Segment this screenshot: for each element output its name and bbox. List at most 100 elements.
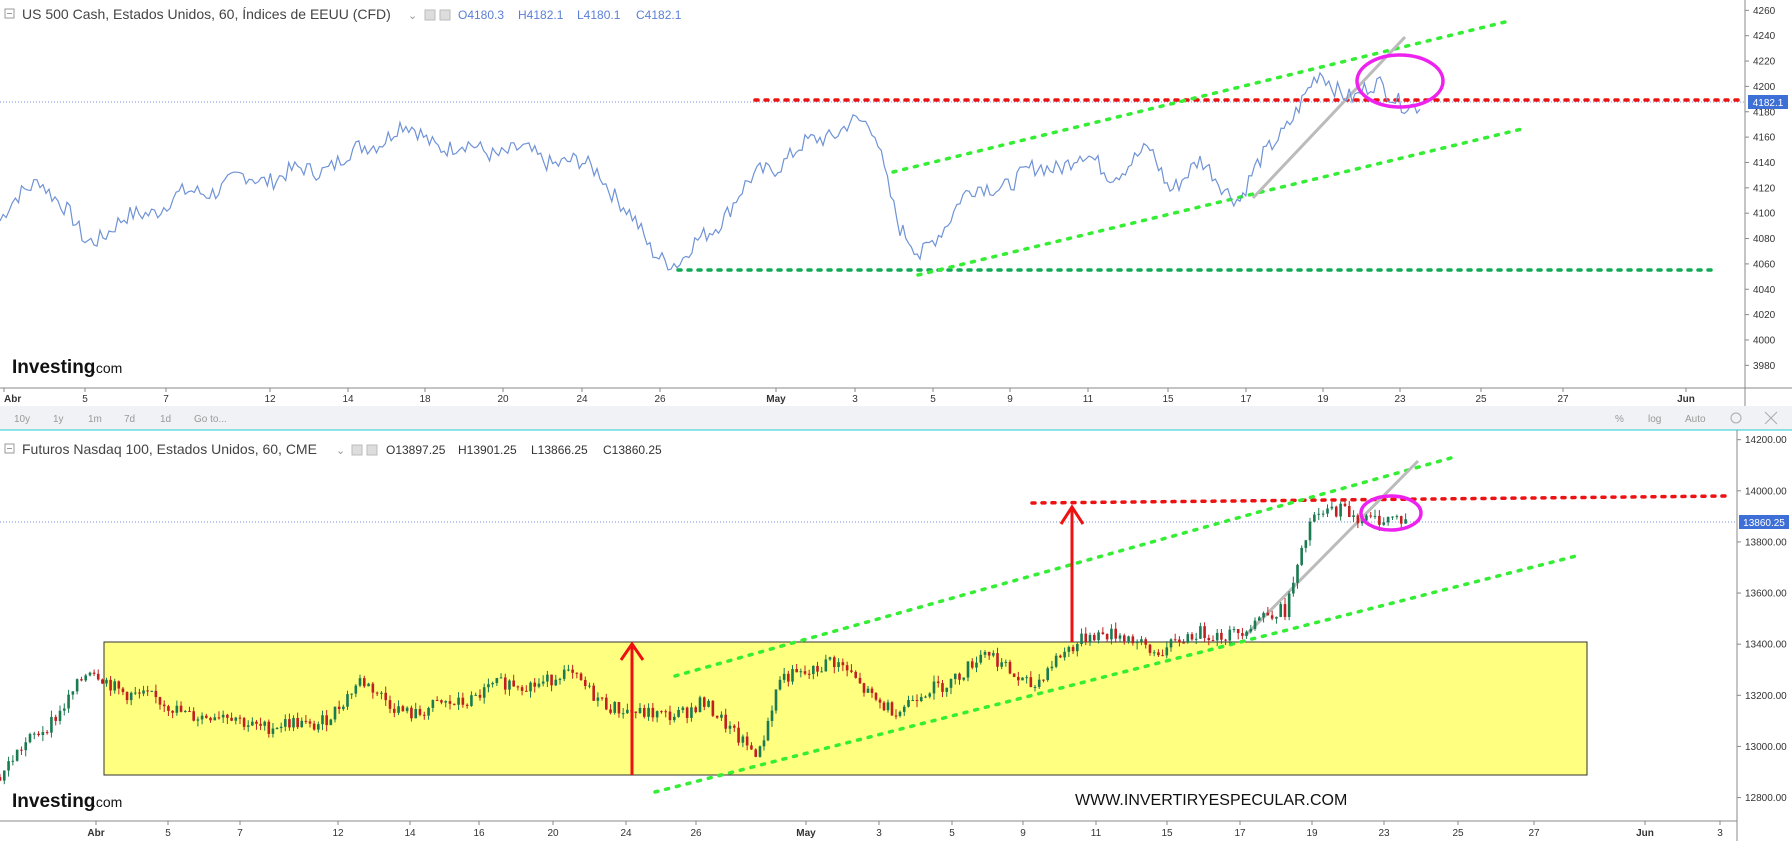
candle-body — [263, 721, 267, 726]
collapse-icon-bottom[interactable] — [4, 443, 15, 454]
candle-body — [583, 679, 587, 686]
candle-body — [758, 746, 762, 757]
candle-body — [1391, 516, 1394, 518]
candle-body — [1122, 635, 1126, 642]
goto-button[interactable]: Go to... — [194, 414, 227, 425]
hide-icon[interactable] — [439, 9, 451, 21]
top-price-badge — [1748, 95, 1788, 109]
log-toggle[interactable]: log — [1648, 414, 1661, 425]
candle-body — [1220, 632, 1223, 640]
candle-body — [600, 697, 604, 699]
settings-icon-bottom[interactable] — [351, 444, 363, 456]
candle-body — [392, 708, 396, 713]
candle-body — [283, 719, 287, 727]
top-y-tick-label: 4040 — [1753, 285, 1776, 296]
candle-body — [380, 692, 383, 694]
candle-body — [754, 749, 758, 757]
bottom-x-tick-label: 9 — [1020, 828, 1026, 839]
top-x-tick-label: 27 — [1557, 394, 1569, 405]
candle-body — [1105, 633, 1109, 640]
bottom-y-tick-label: 13000.00 — [1745, 742, 1787, 753]
fullscreen-icon[interactable] — [1764, 411, 1778, 425]
candle-body — [478, 694, 482, 698]
candle-body — [1317, 513, 1321, 515]
candle-body — [7, 761, 10, 771]
candle-body — [1084, 633, 1088, 642]
candle-body — [996, 653, 999, 667]
auto-toggle[interactable]: Auto — [1685, 414, 1706, 425]
collapse-icon[interactable] — [4, 8, 15, 19]
top-y-tick-label: 4120 — [1753, 183, 1776, 194]
gear-icon[interactable] — [1730, 412, 1742, 424]
candle-body — [1097, 632, 1100, 641]
dropdown-caret-icon-bottom[interactable]: ⌄ — [336, 445, 345, 457]
candle-body — [146, 690, 149, 692]
candle-body — [1382, 522, 1386, 525]
range-1d-button[interactable]: 1d — [160, 414, 171, 425]
bottom-x-tick-label: 23 — [1378, 828, 1390, 839]
candle-body — [966, 661, 970, 678]
hide-icon-bottom[interactable] — [366, 444, 378, 456]
candle-body — [367, 683, 370, 687]
top-low: L4180.1 — [577, 8, 621, 22]
bottom-x-tick-label: 24 — [620, 828, 632, 839]
brand-name-top: Investing — [12, 357, 95, 378]
candle-body — [354, 685, 358, 694]
candle-body — [737, 727, 740, 743]
top-y-tick-label: 4220 — [1753, 57, 1776, 68]
top-y-axis: 3980 4000 4020 4040 4060 4080 4100 4120 4140 4160… — [1745, 6, 1776, 372]
candle-body — [617, 702, 621, 714]
bottom-trend-line — [1243, 459, 1420, 638]
candle-body — [820, 671, 823, 673]
top-y-tick-label: 4260 — [1753, 6, 1776, 17]
bottom-chart-title: Futuros Nasdaq 100, Estados Unidos, 60, … — [22, 441, 317, 457]
top-high: H4182.1 — [518, 8, 564, 22]
candle-body — [533, 682, 537, 687]
candle-body — [113, 681, 117, 691]
top-y-tick-label: 4020 — [1753, 310, 1776, 321]
candle-body — [1279, 604, 1283, 617]
percent-toggle[interactable]: % — [1615, 414, 1624, 425]
top-close: C4182.1 — [636, 8, 682, 22]
candle-body — [1029, 677, 1033, 688]
arrow-up-left — [619, 641, 645, 775]
brand-suffix-top: .com — [92, 360, 122, 376]
candle-body — [230, 717, 233, 721]
top-x-tick-label: May — [766, 394, 786, 405]
range-7d-button[interactable]: 7d — [124, 414, 135, 425]
candle-body — [105, 679, 108, 684]
candle-body — [979, 654, 983, 663]
top-y-tick-label: 4160 — [1753, 133, 1776, 144]
top-y-tick-label: 4060 — [1753, 259, 1776, 270]
candle-body — [20, 749, 23, 751]
candle-body — [2, 770, 6, 781]
candle-body — [242, 718, 246, 727]
candle-body — [1395, 516, 1399, 518]
candle-body — [414, 708, 418, 719]
top-x-tick-label: Jun — [1677, 394, 1695, 405]
candle-body — [1169, 639, 1173, 648]
candle-body — [1339, 503, 1342, 517]
candle-body — [50, 716, 53, 733]
range-1m-button[interactable]: 1m — [88, 414, 102, 425]
range-1y-button[interactable]: 1y — [53, 414, 64, 425]
candle-body — [1148, 644, 1152, 653]
range-10y-button[interactable]: 10y — [14, 414, 30, 425]
candle-body — [975, 662, 978, 668]
candle-body — [878, 699, 882, 703]
candle-body — [1088, 634, 1092, 642]
candle-body — [707, 700, 710, 707]
candle-body — [787, 673, 790, 682]
candle-body — [217, 717, 221, 719]
candle-body — [1241, 633, 1244, 636]
candle-body — [1266, 612, 1270, 616]
settings-icon[interactable] — [424, 9, 436, 21]
candle-body — [1292, 582, 1295, 594]
dropdown-caret-icon[interactable]: ⌄ — [408, 10, 417, 22]
candle-body — [84, 675, 88, 681]
candle-body — [1300, 547, 1303, 565]
candle-body — [766, 720, 770, 741]
candle-body — [1330, 506, 1334, 509]
candle-body — [1249, 628, 1253, 632]
candle-body — [11, 760, 15, 762]
